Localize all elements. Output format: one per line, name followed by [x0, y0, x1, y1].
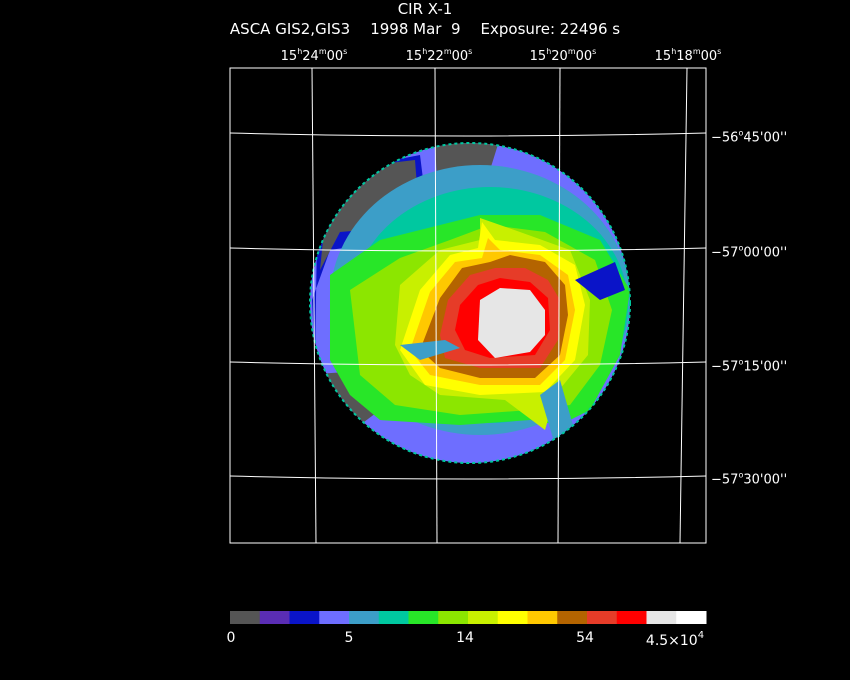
dec-tick-label: −57o30'00'' — [711, 470, 788, 488]
image-edge — [309, 142, 631, 464]
colorbar-swatch — [349, 611, 380, 624]
colorbar-label: 5 — [344, 630, 354, 646]
ra-tick-label: 15h20m00s — [529, 47, 597, 64]
colorbar-swatch — [230, 611, 261, 624]
colorbar-label-max: 4.5×104 — [645, 630, 705, 649]
xray-intensity-map — [310, 143, 630, 463]
plot-frame — [229, 67, 707, 544]
date-label: 1998 Mar 9 — [370, 20, 461, 38]
coordinate-grid — [230, 68, 706, 543]
colorbar-swatch — [497, 611, 528, 624]
colorbar — [230, 611, 707, 624]
colorbar-swatch — [527, 611, 558, 624]
colorbar-swatch — [468, 611, 499, 624]
dec-tick-label: −57o15'00'' — [711, 357, 788, 375]
dec-tick-label: −57o00'00'' — [711, 243, 788, 261]
ra-tick-label: 15h22m00s — [405, 47, 473, 64]
ra-tick-label: 15h24m00s — [280, 47, 348, 64]
instrument-label: ASCA GIS2,GIS3 — [229, 20, 351, 38]
colorbar-label: 54 — [576, 630, 594, 646]
colorbar-swatch — [408, 611, 439, 624]
colorbar-swatch — [587, 611, 618, 624]
colorbar-label: 14 — [456, 630, 474, 646]
colorbar-swatch — [557, 611, 588, 624]
colorbar-swatch — [616, 611, 647, 624]
colorbar-swatch — [378, 611, 409, 624]
colorbar-swatch — [289, 611, 320, 624]
colorbar-label: 0 — [226, 630, 236, 646]
colorbar-swatch — [646, 611, 677, 624]
object-title: CIR X-1 — [397, 0, 453, 18]
colorbar-swatch — [676, 611, 707, 624]
exposure-label: Exposure: 22496 s — [480, 20, 621, 38]
ra-tick-label: 15h18m00s — [654, 47, 722, 64]
colorbar-swatch — [438, 611, 469, 624]
observation-info: ASCA GIS2,GIS3 1998 Mar 9 Exposure: 22496 … — [0, 20, 850, 38]
colorbar-swatch — [259, 611, 290, 624]
dec-tick-label: −56o45'00'' — [711, 128, 788, 146]
colorbar-swatch — [319, 611, 350, 624]
